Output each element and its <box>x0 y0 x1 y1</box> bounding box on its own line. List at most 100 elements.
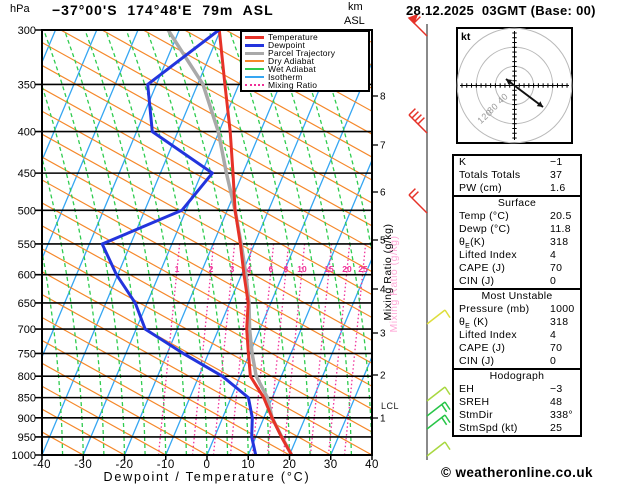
x-axis-title: Dewpoint / Temperature (°C) <box>103 470 311 484</box>
legend-item: Dewpoint <box>242 40 368 50</box>
table-section: Most Unstable Pressure (mb) 1000 θE (K) 318 L… <box>454 288 580 368</box>
table-row-label: Temp (°C) <box>459 210 510 222</box>
table-row: CAPE (J) 70 <box>454 262 580 275</box>
mixing-ratio-value: 2 <box>209 264 214 274</box>
legend-line-sample <box>245 68 264 70</box>
table-row: Lifted Index 4 <box>454 329 580 342</box>
mixing-ratio-value: 15 <box>324 264 334 274</box>
legend-item-label: Temperature <box>268 32 318 42</box>
table-row-label: Lifted Index <box>459 329 517 341</box>
pressure-axis-unit: hPa <box>10 3 30 15</box>
mixing-ratio-value: 25 <box>358 264 368 274</box>
altitude-axis-unit-km: km <box>348 1 363 13</box>
table-row: θE(K) 318 <box>454 236 580 251</box>
table-row-label: CAPE (J) <box>459 342 506 354</box>
mixing-ratio-axis-label: Mixing Ratio (g/kg) <box>382 223 394 320</box>
pressure-tick-label: 700 <box>18 324 36 336</box>
pressure-tick-labels: 300 350 400 450 500 550 600 650 700 750 800 850 900 9… <box>12 25 36 462</box>
mixing-ratio-value: 20 <box>342 264 352 274</box>
wind-barb <box>426 309 451 325</box>
table-row: Totals Totals 37 <box>454 169 580 182</box>
legend-line-sample <box>245 84 264 86</box>
legend-item: Isotherm <box>242 72 368 82</box>
table-row-value: 1.6 <box>550 182 566 194</box>
altitude-tick-label: 2 <box>380 371 386 382</box>
mixing-ratio-value: 8 <box>284 264 289 274</box>
mixing-ratio-lines <box>157 243 367 455</box>
legend-item: Mixing Ratio <box>242 80 368 90</box>
table-row-label: StmSpd (kt) <box>459 422 518 434</box>
altitude-axis-unit-asl: ASL <box>344 15 365 27</box>
table-row-label: K <box>459 156 467 168</box>
table-row-value: 70 <box>550 262 563 274</box>
table-section-header: Hodograph <box>489 370 545 382</box>
table-row-value: 48 <box>550 396 563 408</box>
subscript: E <box>465 323 471 331</box>
pressure-tick-label: 350 <box>18 79 36 91</box>
table-row: CAPE (J) 70 <box>454 342 580 355</box>
temperature-tick-label: 40 <box>365 459 379 471</box>
legend-item-label: Wet Adiabat <box>268 64 316 74</box>
pressure-tick-label: 500 <box>18 205 36 217</box>
table-row-value: −3 <box>550 383 563 395</box>
pressure-tick-label: 550 <box>18 239 36 251</box>
hodograph-trace-arrow <box>536 101 543 107</box>
altitude-tick-label: 8 <box>380 92 386 103</box>
table-row-value: 0 <box>550 275 557 287</box>
table-row-label: Dewp (°C) <box>459 223 511 235</box>
legend-item: Temperature <box>242 32 368 42</box>
temperature-axis: -40 -30 -20 -10 0 10 20 30 40 <box>33 455 379 471</box>
mixing-ratio-axis-label-shadow: Mixing Ratio (g/kg) <box>388 235 400 332</box>
pressure-tick-label: 750 <box>18 348 36 360</box>
temperature-tick-label: 30 <box>324 459 338 471</box>
sounding-curves <box>100 30 294 455</box>
table-row-value: 37 <box>550 169 563 181</box>
legend-item-label: Mixing Ratio <box>268 80 318 90</box>
table-row: Dewp (°C) 11.8 <box>454 223 580 236</box>
legend-item: Parcel Trajectory <box>242 48 368 58</box>
table-section-header: Surface <box>497 197 537 209</box>
wind-barb <box>426 386 451 402</box>
altitude-tick-label: 4 <box>380 285 386 296</box>
legend-line-sample <box>245 51 264 55</box>
pressure-tick-label: 1000 <box>12 450 36 462</box>
wind-barb <box>407 13 428 37</box>
table-row-label: PW (cm) <box>459 182 502 194</box>
pressure-tick-label: 800 <box>18 371 36 383</box>
wind-barb <box>408 108 428 134</box>
temperature-tick-label: 0 <box>204 459 211 471</box>
table-row: Pressure (mb) 1000 <box>454 303 580 316</box>
sounding-indices-table: K −1 Totals Totals 37 PW (cm) 1.6 Surface Temp … <box>452 154 582 437</box>
table-row-label: Totals Totals <box>459 169 521 181</box>
wind-barb <box>426 414 451 430</box>
pressure-tick-label: 600 <box>18 270 36 282</box>
table-row-value: −1 <box>550 156 563 168</box>
temperature-tick-label: -10 <box>157 459 175 471</box>
table-row: θE (K) 318 <box>454 316 580 331</box>
table-row-value: 318 <box>550 316 569 328</box>
hodograph-unit-label: kt <box>461 31 471 43</box>
wind-barb <box>408 188 428 214</box>
table-row-label: Pressure (mb) <box>459 303 530 315</box>
temperature-line <box>217 30 294 455</box>
pressure-tick-label: 950 <box>18 432 36 444</box>
copyright-text: © weatheronline.co.uk <box>441 465 593 480</box>
hodograph-trace-arrow <box>506 79 513 85</box>
table-row-value: 0 <box>550 355 557 367</box>
table-row: CIN (J) 0 <box>454 355 580 368</box>
temperature-tick-label: 20 <box>283 459 297 471</box>
dewpoint-line <box>100 30 258 455</box>
mixing-ratio-value: 1 <box>175 264 180 274</box>
pressure-tick-label: 900 <box>18 413 36 425</box>
pressure-tick-label: 300 <box>18 25 36 37</box>
table-row-label: CIN (J) <box>459 355 495 367</box>
table-row-value: 70 <box>550 342 563 354</box>
table-row-value: 25 <box>550 422 563 434</box>
wind-barbs <box>407 13 451 457</box>
mixing-ratio-value-labels: 1 2 3 4 6 8 10 15 20 25 <box>175 264 368 274</box>
subscript: E <box>465 243 471 251</box>
mixing-ratio-value: 6 <box>269 264 274 274</box>
temperature-tick-label: 10 <box>241 459 255 471</box>
table-row: PW (cm) 1.6 <box>454 182 580 195</box>
